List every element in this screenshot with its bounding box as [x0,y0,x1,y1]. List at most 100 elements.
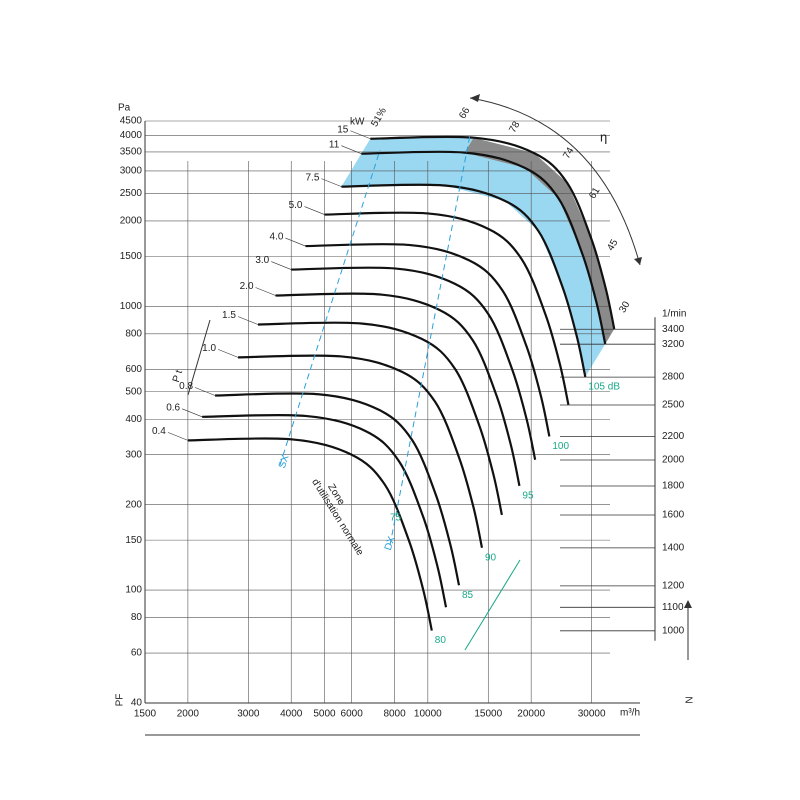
eta-arrow [470,94,480,102]
noise-label: 105 dB [588,382,620,393]
y-tick-label: 100 [125,585,142,596]
noise-label: 95 [522,490,534,501]
efficiency-label: 45 [605,237,620,253]
y-tick-label: 4000 [120,130,143,141]
y-unit: Pa [118,103,131,114]
power-label: 2.0 [240,281,254,292]
y2-symbol: N [682,696,693,703]
pt-label: P t [171,369,185,384]
y2-tick-label: 1800 [662,481,685,492]
speed-curve [238,354,484,548]
regions [341,137,615,377]
y2-unit: 1/min [662,309,686,320]
speed-curve [187,437,433,631]
speed-curve [341,183,587,378]
power-leader [255,287,276,296]
power-label: 4.0 [270,232,284,243]
y2-tick-label: 1200 [662,581,685,592]
y2-tick-label: 1100 [662,602,684,613]
x-tick-label: 8000 [383,709,406,720]
speed-curve [370,135,616,330]
power-leader [350,130,371,140]
eta-arrow [634,257,642,265]
power-label: 1.5 [222,310,236,321]
y2-tick-label: 1400 [662,543,685,554]
pt-arrow [187,319,211,396]
y-tick-label: 60 [131,648,143,659]
speed-curve [202,413,448,608]
y-tick-label: 3000 [120,166,143,177]
power-label: 11 [329,139,340,150]
x-tick-label: 10000 [414,709,442,720]
power-label: 0.8 [179,381,193,392]
power-leader [194,387,216,396]
power-leader [181,408,203,418]
power-leader [304,206,325,215]
speed-curve [324,211,570,405]
noise-label: 90 [485,552,497,563]
y-tick-label: 1000 [120,301,143,312]
y-tick-label: 2500 [120,188,143,199]
x-tick-label: 5000 [313,709,336,720]
power-leader [237,316,259,325]
y2-tick-label: 2200 [662,431,685,442]
y-tick-label: 200 [125,499,142,510]
noise-label: 80 [435,635,447,646]
y-tick-label: 150 [125,535,142,546]
limit-region [464,137,615,344]
sx-label: SX [277,453,292,469]
efficiency-label: 74 [561,145,576,161]
y-tick-label: 4500 [120,116,143,127]
y2-tick-label: 1600 [662,510,685,521]
speed-curve [257,321,503,516]
y2-tick-label: 1000 [662,625,685,636]
power-leader [321,178,342,187]
x-tick-label: 15000 [474,709,502,720]
efficiency-label: 66 [457,105,472,121]
power-label: 0.6 [166,402,180,413]
y-tick-label: 2000 [120,216,143,227]
x-tick-label: 2000 [177,709,200,720]
x-tick-label: 20000 [517,709,545,720]
speed-curve [361,150,607,345]
y-tick-label: 40 [131,698,143,709]
n-arrow-head [684,600,692,608]
noise-arrow [464,559,521,651]
y-tick-label: 500 [125,386,142,397]
y-tick-label: 1500 [120,251,143,262]
y2-tick-label: 3400 [662,324,685,335]
operating-region [341,137,615,377]
eta-label: η [600,129,607,144]
efficiency-label: 78 [507,119,522,135]
noise-label: 75 [390,513,402,524]
y-tick-label: 600 [125,364,142,375]
efficiency-label: 30 [617,299,632,315]
power-leader [271,261,292,270]
power-leader [217,349,239,358]
y-tick-label: 3500 [120,147,143,158]
y-tick-label: 300 [125,449,142,460]
y-tick-label: 80 [131,612,143,623]
y2-tick-label: 2500 [662,400,685,411]
power-label: 15 [337,124,349,135]
y-symbol: PF [115,694,126,707]
power-unit: kW [350,117,365,128]
power-label: 0.4 [152,426,166,437]
power-leader [285,237,306,247]
power-label: 5.0 [289,200,303,211]
power-label: 3.0 [255,255,269,266]
y2-tick-label: 2000 [662,455,685,466]
y2-tick-label: 2800 [662,372,685,383]
speed-curve [275,292,521,487]
x-tick-label: 30000 [578,709,606,720]
speed-curve [305,242,551,437]
power-leader [341,145,362,154]
y-tick-label: 800 [125,328,142,339]
eta-arc [469,97,641,266]
sx-line [279,149,381,466]
x-tick-label: 4000 [280,709,303,720]
dx-label: DX [383,535,398,552]
y2-tick-label: 3200 [662,339,685,350]
